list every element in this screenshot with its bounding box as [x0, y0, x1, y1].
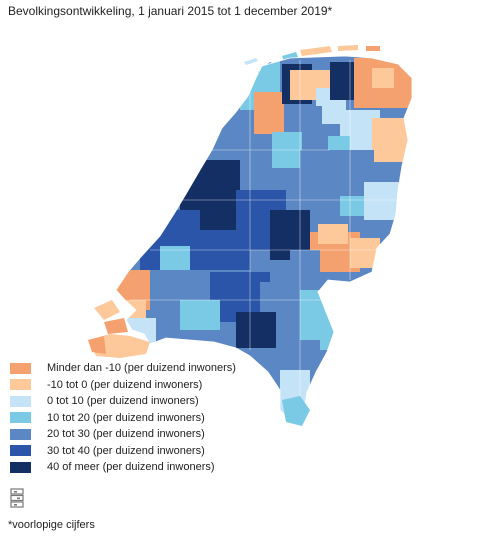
- zeeland-island-mid: [104, 318, 128, 334]
- legend-item: 40 of meer (per duizend inwoners): [10, 459, 236, 476]
- page-title: Bevolkingsontwikkeling, 1 januari 2015 t…: [8, 4, 333, 18]
- legend-swatch: [10, 461, 31, 473]
- legend-swatch: [10, 362, 31, 374]
- legend-swatch: [10, 379, 31, 391]
- schiermonnikoog-island: [366, 46, 380, 51]
- legend-label: 10 tot 20 (per duizend inwoners): [47, 411, 205, 424]
- legend-label: 0 tot 10 (per duizend inwoners): [47, 395, 199, 408]
- legend-item: 10 tot 20 (per duizend inwoners): [10, 410, 236, 427]
- legend-item: 20 tot 30 (per duizend inwoners): [10, 426, 236, 443]
- legend-item: Minder dan -10 (per duizend inwoners): [10, 360, 236, 377]
- zeeuws-vlaanderen-west: [88, 336, 106, 354]
- zeeland-island-north: [94, 300, 120, 320]
- legend-swatch: [10, 412, 31, 424]
- legend-item: -10 tot 0 (per duizend inwoners): [10, 377, 236, 394]
- footnote: *voorlopige cijfers: [8, 519, 95, 531]
- terschelling-island: [300, 46, 332, 56]
- legend-item: 30 tot 40 (per duizend inwoners): [10, 443, 236, 460]
- legend-swatch: [10, 428, 31, 440]
- ameland-island: [338, 45, 358, 51]
- legend: Minder dan -10 (per duizend inwoners) -1…: [10, 360, 236, 476]
- cbs-logo-icon: [10, 488, 24, 508]
- legend-label: Minder dan -10 (per duizend inwoners): [47, 362, 236, 375]
- legend-swatch: [10, 445, 31, 457]
- legend-label: 30 tot 40 (per duizend inwoners): [47, 444, 205, 457]
- legend-swatch: [10, 395, 31, 407]
- legend-label: 20 tot 30 (per duizend inwoners): [47, 428, 205, 441]
- legend-label: -10 tot 0 (per duizend inwoners): [47, 378, 203, 391]
- limburg-south: [282, 396, 310, 426]
- legend-label: 40 of meer (per duizend inwoners): [47, 461, 215, 474]
- wadden-dash: [244, 58, 258, 65]
- legend-item: 0 tot 10 (per duizend inwoners): [10, 393, 236, 410]
- municipality-regions: [116, 58, 412, 420]
